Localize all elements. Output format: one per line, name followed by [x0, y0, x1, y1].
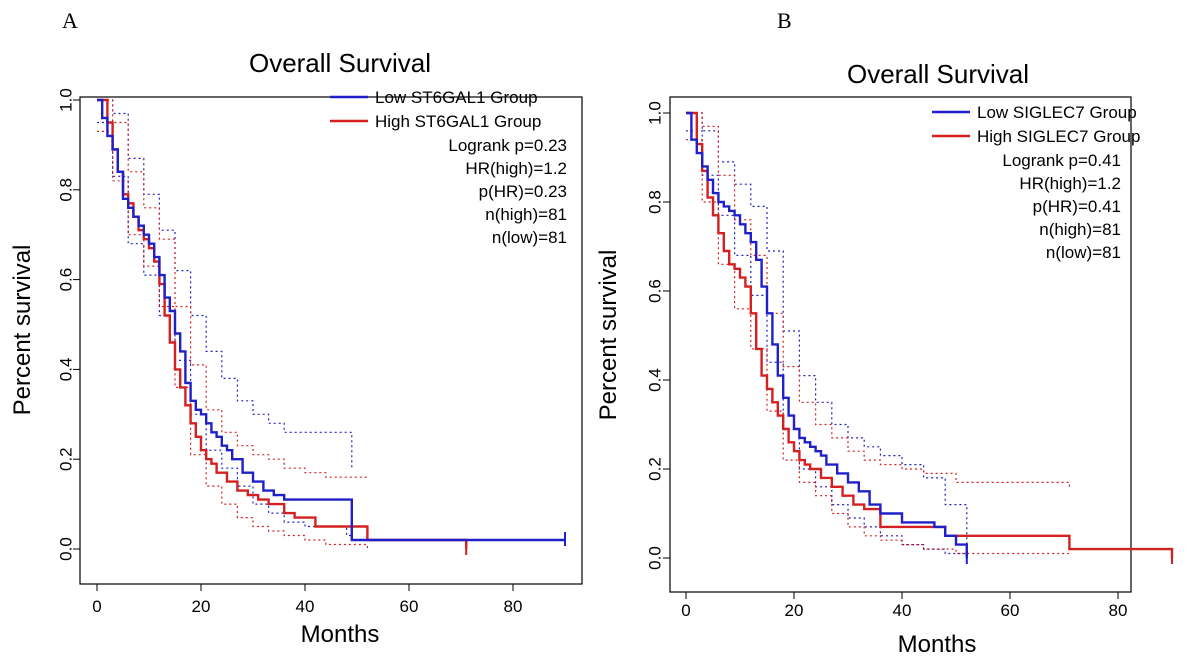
confidence-band-line — [686, 112, 968, 545]
x-axis-label: Months — [898, 631, 977, 658]
chart-title: Overall Survival — [249, 48, 431, 78]
panel-a: Overall Survival Months Percent survival 0 2… — [9, 48, 583, 648]
x-tick-label: 60 — [1001, 601, 1020, 620]
x-tick-label: 60 — [400, 597, 419, 616]
panel-b-letter: B — [777, 8, 792, 33]
x-tick-label: 40 — [296, 597, 315, 616]
legend-high-label: High SIGLEC7 Group — [977, 127, 1140, 146]
legend-high-label: High ST6GAL1 Group — [375, 112, 541, 131]
low-group-survival-line — [97, 98, 565, 542]
y-tick-label: 0.4 — [646, 368, 665, 392]
stat-line: p(HR)=0.41 — [1033, 197, 1121, 216]
y-axis-label: Percent survival — [9, 245, 36, 416]
y-axis-label: Percent survival — [595, 250, 622, 421]
low-group-survival-line — [686, 111, 968, 558]
x-axis-label: Months — [301, 621, 380, 648]
x-tick-label: 0 — [681, 601, 690, 620]
y-tick-label: 0.2 — [646, 457, 665, 481]
x-tick-label: 80 — [504, 597, 523, 616]
chart-title: Overall Survival — [847, 59, 1029, 89]
y-tick-label: 0.6 — [646, 279, 665, 303]
confidence-band-line — [686, 139, 1070, 555]
stat-line: HR(high)=1.2 — [465, 159, 567, 178]
y-tick-label: 0.8 — [57, 178, 76, 202]
legend: Low SIGLEC7 Group High SIGLEC7 Group Logra… — [932, 103, 1140, 262]
high-group-survival-line — [97, 98, 468, 549]
stat-line: n(high)=81 — [485, 205, 567, 224]
legend: Low ST6GAL1 Group High ST6GAL1 Group Logra… — [330, 88, 567, 247]
panel-a-letter: A — [62, 8, 78, 33]
x-tick-label: 20 — [192, 597, 211, 616]
y-tick-label: 0.4 — [57, 358, 76, 382]
stat-line: n(high)=81 — [1039, 220, 1121, 239]
stat-line: Logrank p=0.41 — [1002, 151, 1121, 170]
confidence-band-line — [97, 99, 353, 469]
confidence-band-line — [686, 130, 968, 558]
legend-low-label: Low ST6GAL1 Group — [375, 88, 538, 107]
panel-b: Overall Survival Months Percent survival 0 2… — [595, 59, 1174, 658]
confidence-band-line — [97, 121, 353, 540]
confidence-band-line — [686, 112, 1070, 487]
confidence-band-line — [97, 99, 368, 478]
y-tick-label: 0.8 — [646, 190, 665, 214]
x-tick-label: 0 — [92, 597, 101, 616]
y-tick-label: 0.0 — [646, 546, 665, 570]
confidence-band-line — [97, 130, 368, 549]
plot-frame — [669, 96, 1132, 593]
high-group-survival-line — [686, 111, 1174, 558]
y-tick-label: 0.6 — [57, 268, 76, 292]
stat-line: HR(high)=1.2 — [1019, 174, 1121, 193]
x-tick-label: 20 — [785, 601, 804, 620]
stat-line: p(HR)=0.23 — [479, 182, 567, 201]
y-tick-label: 0.0 — [57, 537, 76, 561]
legend-low-label: Low SIGLEC7 Group — [977, 103, 1137, 122]
stat-line: n(low)=81 — [1046, 243, 1121, 262]
stat-line: Logrank p=0.23 — [448, 136, 567, 155]
x-tick-label: 80 — [1109, 601, 1128, 620]
y-tick-label: 0.2 — [57, 447, 76, 471]
stat-line: n(low)=81 — [492, 228, 567, 247]
x-tick-label: 40 — [893, 601, 912, 620]
y-tick-label: 1.0 — [57, 88, 76, 112]
y-tick-label: 1.0 — [646, 101, 665, 125]
